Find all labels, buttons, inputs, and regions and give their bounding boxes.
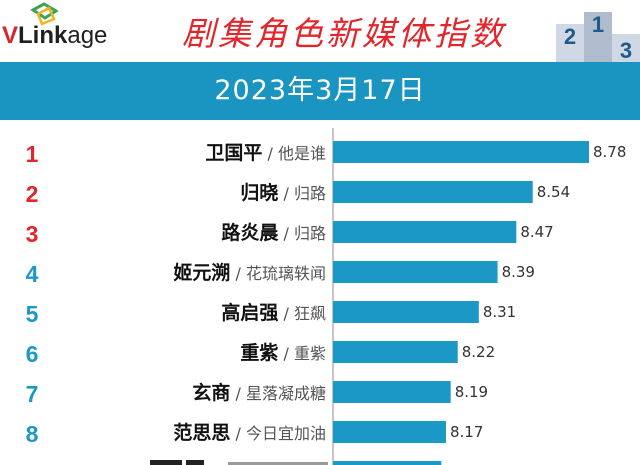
logo-frame-icon: [30, 2, 58, 26]
bar-chart-svg: 8.78 1 卫国平 / 他是谁 8.54 2 归晓 / 归路 8.47 3 路炎晨 / 归路 8…: [26, 128, 626, 465]
drama-name: / 他是谁: [262, 144, 326, 163]
date-label: 2023年3月17日: [214, 75, 426, 106]
bar: [333, 141, 589, 163]
category-label: 姬元溯 / 花琉璃轶闻: [173, 261, 326, 284]
bar: [333, 421, 446, 443]
chart-title: 剧集角色新媒体指数: [182, 14, 506, 53]
category-label: 归晓 / 归路: [240, 181, 326, 204]
category-label: 卫国平 / 他是谁: [205, 142, 326, 164]
rank-number: 2: [26, 181, 39, 207]
podium-icon: 2 1 3: [556, 12, 640, 62]
svg-text:1: 1: [592, 12, 604, 37]
value-label: 8.47: [520, 223, 553, 241]
drama-name: / 归路: [278, 224, 326, 243]
logo-v: V: [2, 22, 19, 49]
svg-text:3: 3: [620, 38, 632, 62]
category-label: 重紫 / 重紫: [240, 342, 326, 364]
rank-number: 5: [26, 301, 39, 327]
bar: [333, 261, 498, 283]
bar: [333, 181, 533, 203]
drama-name: / 星落凝成糖: [230, 384, 326, 403]
drama-name: / 今日宜加油: [230, 424, 326, 443]
value-label: 8.39: [502, 263, 535, 281]
rank-number: 1: [26, 141, 39, 167]
rank-number: 6: [26, 341, 39, 367]
partial-label-fragment: [150, 460, 182, 465]
logo-age: age: [67, 22, 108, 49]
bar: [333, 301, 479, 323]
drama-name: / 归路: [278, 184, 326, 203]
bar-chart: 8.78 1 卫国平 / 他是谁 8.54 2 归晓 / 归路 8.47 3 路炎晨 / 归路 8…: [0, 120, 640, 465]
value-label: 8.54: [537, 183, 570, 201]
header: VLinkage 剧集角色新媒体指数 2 1 3: [0, 0, 640, 62]
rank-number: 4: [26, 261, 39, 287]
logo-wordmark: VLinkage: [2, 22, 107, 50]
character-name: 重紫: [240, 342, 278, 364]
character-name: 路炎晨: [221, 221, 279, 244]
character-name: 高启强: [221, 301, 278, 324]
bar-partial: [333, 461, 442, 465]
value-label: 8.17: [450, 423, 483, 441]
category-label: 高启强 / 狂飙: [221, 301, 326, 324]
character-name: 卫国平: [205, 142, 262, 164]
character-name: 姬元溯: [173, 261, 230, 284]
partial-label-fragment: [228, 462, 328, 465]
category-label: 玄商 / 星落凝成糖: [192, 381, 326, 404]
value-label: 8.22: [462, 343, 495, 361]
rank-number: 3: [26, 221, 39, 247]
character-name: 范思思: [173, 421, 230, 444]
category-label: 路炎晨 / 归路: [221, 221, 326, 244]
rank-number: 8: [26, 421, 39, 447]
partial-label-fragment: [186, 460, 204, 465]
value-label: 8.78: [593, 143, 626, 161]
logo-link: Link: [18, 22, 68, 49]
drama-name: / 狂飙: [278, 304, 326, 323]
bar: [333, 381, 451, 403]
date-band: 2023年3月17日: [0, 62, 640, 120]
character-name: 玄商: [192, 381, 230, 404]
category-label: 范思思 / 今日宜加油: [173, 421, 326, 444]
drama-name: / 重紫: [278, 344, 326, 363]
bar: [333, 221, 517, 243]
vlinkage-logo: VLinkage: [0, 0, 150, 62]
bar: [333, 341, 458, 363]
svg-text:2: 2: [564, 24, 576, 49]
rank-number: 7: [26, 381, 39, 407]
value-label: 8.19: [455, 383, 488, 401]
drama-name: / 花琉璃轶闻: [230, 264, 326, 283]
value-label: 8.31: [483, 303, 516, 321]
character-name: 归晓: [240, 181, 278, 204]
